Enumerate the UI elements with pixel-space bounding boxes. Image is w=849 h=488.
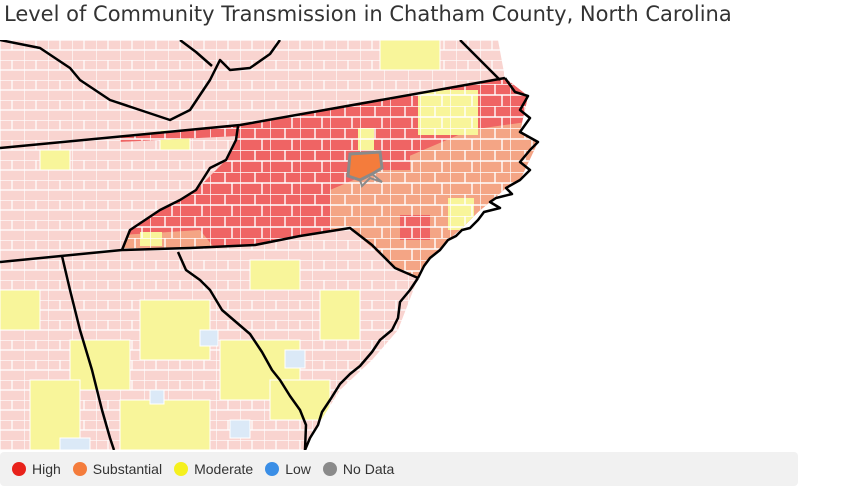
legend-item-no-data[interactable]: No Data xyxy=(322,461,395,477)
ocean xyxy=(305,40,849,450)
high-dot-icon xyxy=(12,462,26,476)
chatham-county-outline xyxy=(358,172,383,188)
substantial-dot-icon xyxy=(72,462,87,476)
no-data-dot-icon xyxy=(322,462,337,476)
legend-item-low[interactable]: Low xyxy=(265,461,311,477)
legend-item-substantial[interactable]: Substantial xyxy=(72,461,163,477)
moderate-counties-south xyxy=(0,40,441,450)
state-borders xyxy=(0,40,540,450)
map-legend: High Substantial Moderate Low No Data xyxy=(0,452,798,486)
low-counties xyxy=(59,329,306,450)
legend-label: Low xyxy=(285,461,311,477)
legend-item-moderate[interactable]: Moderate xyxy=(174,461,253,477)
legend-item-high[interactable]: High xyxy=(12,461,61,477)
legend-label: Substantial xyxy=(92,461,163,477)
page-title: Level of Community Transmission in Chath… xyxy=(4,2,732,26)
transmission-map[interactable] xyxy=(0,40,849,450)
low-dot-icon xyxy=(265,462,280,476)
legend-label: High xyxy=(32,461,61,477)
legend-label: No Data xyxy=(342,461,395,477)
legend-label: Moderate xyxy=(194,461,254,477)
moderate-dot-icon xyxy=(174,462,189,476)
